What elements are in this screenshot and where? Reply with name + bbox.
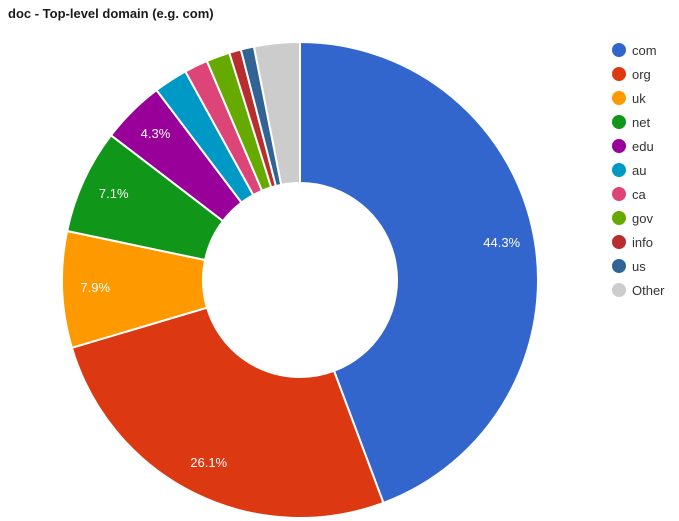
legend-item-us[interactable]: us bbox=[612, 254, 665, 278]
legend-label: org bbox=[632, 66, 651, 82]
legend-swatch-icon bbox=[612, 43, 626, 57]
legend-swatch-icon bbox=[612, 115, 626, 129]
legend-swatch-icon bbox=[612, 235, 626, 249]
legend-swatch-icon bbox=[612, 91, 626, 105]
legend-label: uk bbox=[632, 90, 646, 106]
legend-label: net bbox=[632, 114, 651, 130]
chart-legend: com org uk net edu au ca gov info us Other bbox=[612, 38, 665, 302]
legend-item-au[interactable]: au bbox=[612, 158, 665, 182]
legend-item-org[interactable]: org bbox=[612, 62, 665, 86]
legend-label: us bbox=[632, 258, 646, 274]
legend-label: com bbox=[632, 42, 657, 58]
legend-item-info[interactable]: info bbox=[612, 230, 665, 254]
legend-swatch-icon bbox=[612, 211, 626, 225]
legend-item-net[interactable]: net bbox=[612, 110, 665, 134]
legend-label: edu bbox=[632, 138, 654, 154]
legend-swatch-icon bbox=[612, 67, 626, 81]
chart-title: doc - Top-level domain (e.g. com) bbox=[8, 6, 214, 21]
legend-label: au bbox=[632, 162, 647, 178]
legend-item-gov[interactable]: gov bbox=[612, 206, 665, 230]
legend-swatch-icon bbox=[612, 163, 626, 177]
legend-item-edu[interactable]: edu bbox=[612, 134, 665, 158]
legend-label: ca bbox=[632, 186, 646, 202]
legend-item-uk[interactable]: uk bbox=[612, 86, 665, 110]
pie-slice-org[interactable] bbox=[70, 306, 385, 519]
legend-swatch-icon bbox=[612, 139, 626, 153]
pie-slice-com[interactable] bbox=[299, 41, 539, 504]
legend-label: gov bbox=[632, 210, 653, 226]
legend-label: Other bbox=[632, 282, 665, 298]
legend-label: info bbox=[632, 234, 653, 250]
legend-item-com[interactable]: com bbox=[612, 38, 665, 62]
legend-swatch-icon bbox=[612, 187, 626, 201]
legend-item-Other[interactable]: Other bbox=[612, 278, 665, 302]
legend-swatch-icon bbox=[612, 283, 626, 297]
legend-item-ca[interactable]: ca bbox=[612, 182, 665, 206]
legend-swatch-icon bbox=[612, 259, 626, 273]
pie-slice-Other[interactable] bbox=[252, 41, 301, 186]
